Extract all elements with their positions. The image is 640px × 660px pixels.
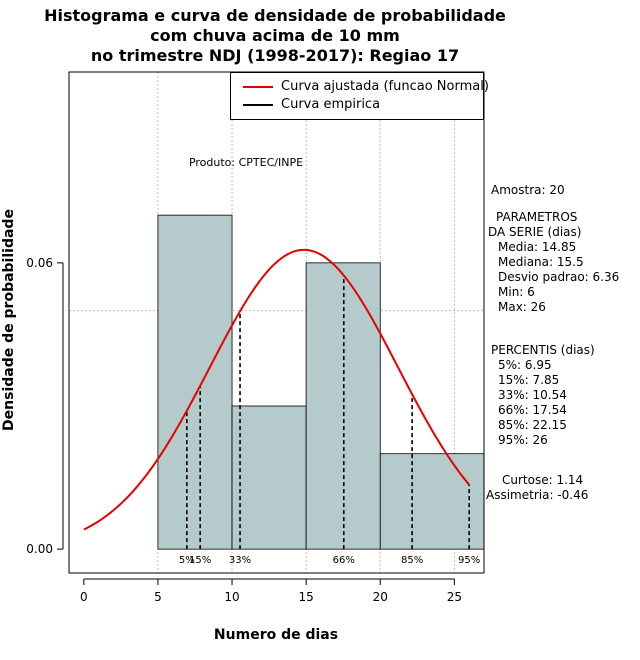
stat-min: Min: 6 [498,285,535,299]
percentile-label-2: 33% [229,555,251,566]
stat-p66: 66%: 17.54 [498,403,567,417]
x-axis-label: Numero de dias [214,627,338,643]
percentile-label-3: 66% [333,555,355,566]
chart-title-line-3: no trimestre NDJ (1998-2017): Regiao 17 [90,46,460,65]
percentile-label-1: 15% [189,555,211,566]
x-tick-label-5: 25 [447,590,462,604]
stat-max: Max: 26 [498,300,546,314]
percentile-label-4: 85% [401,555,423,566]
x-tick-label-0: 0 [80,590,88,604]
normal-curve-line [83,248,470,531]
stat-params-title-2: DA SERIE (dias) [488,225,582,239]
percentile-label-5: 95% [458,555,480,566]
stat-sample: Amostra: 20 [491,183,565,197]
legend-entry-empirica: Curva empirica [231,96,483,114]
chart-legend: Curva ajustada (funcao Normal) Curva emp… [230,72,489,120]
legend-label-normal: Curva ajustada (funcao Normal) [281,79,489,94]
chart-title-line-2: com chuva acima de 10 mm [150,26,400,45]
legend-label-empirica: Curva empirica [281,97,381,112]
histogram-bar-0 [157,214,233,550]
percentile-label-0: 5% [179,555,195,566]
stat-mediana: Mediana: 15.5 [498,255,584,269]
legend-swatch-empirica [243,104,273,106]
stat-p15: 15%: 7.85 [498,373,560,387]
stat-percentis-title: PERCENTIS (dias) [491,343,595,357]
stat-p33: 33%: 10.54 [498,388,567,402]
y-axis-label: Densidade de probabilidade [1,209,17,431]
axes-layer: 0 5 10 15 20 25 0.00 0.06 [26,256,462,604]
x-tick-label-4: 20 [373,590,388,604]
bars-layer [157,214,485,550]
stat-assimetria: Assimetria: -0.46 [486,488,589,502]
stat-desvio: Desvio padrao: 6.36 [498,270,620,284]
histogram-bar-1 [231,405,307,550]
stat-p95: 95%: 26 [498,433,548,447]
product-annotation: Produto: CPTEC/INPE [189,156,303,169]
stat-curtose: Curtose: 1.14 [502,473,584,487]
legend-entry-normal: Curva ajustada (funcao Normal) [231,78,489,96]
stat-p85: 85%: 22.15 [498,418,567,432]
stat-p5: 5%: 6.95 [498,358,552,372]
x-tick-label-3: 15 [299,590,314,604]
stat-media: Media: 14.85 [498,240,577,254]
y-tick-label-1: 0.06 [26,256,53,270]
chart-title-line-1: Histograma e curva de densidade de proba… [44,6,506,25]
percentile-layer: 5%15% 33% 66% 85% 95% [179,275,480,566]
x-tick-label-2: 10 [224,590,239,604]
stat-params-title-1: PARAMETROS [496,210,578,224]
y-tick-label-0: 0.00 [26,542,53,556]
curve-layer [83,248,470,531]
x-tick-label-1: 5 [154,590,162,604]
legend-swatch-normal [243,86,273,88]
